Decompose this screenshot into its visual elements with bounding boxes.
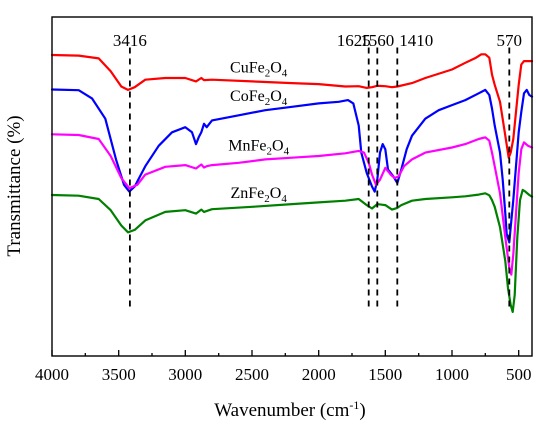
series-label-mnfe2o4: MnFe2O4 bbox=[228, 137, 289, 157]
peak-label-1410: 1410 bbox=[399, 31, 433, 50]
series-label-sub2: 4 bbox=[282, 67, 288, 79]
series-label-sub2: 4 bbox=[284, 145, 290, 157]
x-axis-unit: cm bbox=[326, 400, 349, 421]
x-tick-label-1500: 1500 bbox=[368, 365, 402, 384]
series-label-mid: O bbox=[270, 59, 282, 76]
series-label-mid: O bbox=[270, 88, 282, 105]
series-label-base: CuFe bbox=[230, 59, 265, 76]
x-tick-label-1000: 1000 bbox=[435, 365, 469, 384]
peak-label-1560: 1560 bbox=[360, 31, 394, 50]
series-label-base: CoFe bbox=[230, 88, 265, 105]
x-axis-title: Wavenumber (cm-1) bbox=[214, 398, 365, 421]
series-label-znfe2o4: ZnFe2O4 bbox=[230, 185, 287, 205]
x-axis-unit-exponent: -1 bbox=[349, 398, 359, 412]
x-axis-tick-labels: 4000 3500 3000 2500 2000 1500 1000 500 bbox=[35, 365, 531, 384]
plot-frame bbox=[51, 16, 533, 357]
x-tick-label-2000: 2000 bbox=[302, 365, 336, 384]
series-line-cofe2o4 bbox=[50, 88, 534, 244]
peak-label-3416: 3416 bbox=[113, 31, 147, 50]
series-line-znfe2o4 bbox=[50, 188, 534, 313]
series-line-mnfe2o4 bbox=[50, 133, 534, 276]
series-label-sub2: 4 bbox=[281, 193, 287, 205]
series-label-sub1: 2 bbox=[265, 67, 271, 79]
series-label-cofe2o4: CoFe2O4 bbox=[230, 88, 288, 108]
series-label-mid: O bbox=[272, 137, 284, 154]
series-label-sub2: 4 bbox=[282, 96, 288, 108]
series-label-cufe2o4: CuFe2O4 bbox=[230, 59, 288, 79]
peak-label-1625: 1625 bbox=[337, 31, 371, 50]
series-line-cufe2o4 bbox=[50, 53, 534, 159]
x-axis-ticks bbox=[51, 350, 520, 356]
x-tick-label-500: 500 bbox=[506, 365, 532, 384]
series-label-mid: O bbox=[270, 185, 282, 202]
x-tick-label-4000: 4000 bbox=[35, 365, 69, 384]
x-tick-label-3500: 3500 bbox=[102, 365, 136, 384]
series-label-sub1: 2 bbox=[265, 96, 271, 108]
x-axis-title-text: Wavenumber bbox=[214, 400, 315, 421]
peak-guides bbox=[128, 47, 511, 309]
series-curves bbox=[50, 53, 534, 313]
x-tick-label-3000: 3000 bbox=[168, 365, 202, 384]
peak-label-570: 570 bbox=[497, 31, 523, 50]
series-label-sub1: 2 bbox=[264, 193, 270, 205]
x-tick-label-2500: 2500 bbox=[235, 365, 269, 384]
series-label-base: MnFe bbox=[228, 137, 266, 154]
series-label-base: ZnFe bbox=[230, 185, 264, 202]
series-label-sub1: 2 bbox=[267, 145, 273, 157]
y-axis-title: Transmittance (%) bbox=[4, 115, 25, 256]
